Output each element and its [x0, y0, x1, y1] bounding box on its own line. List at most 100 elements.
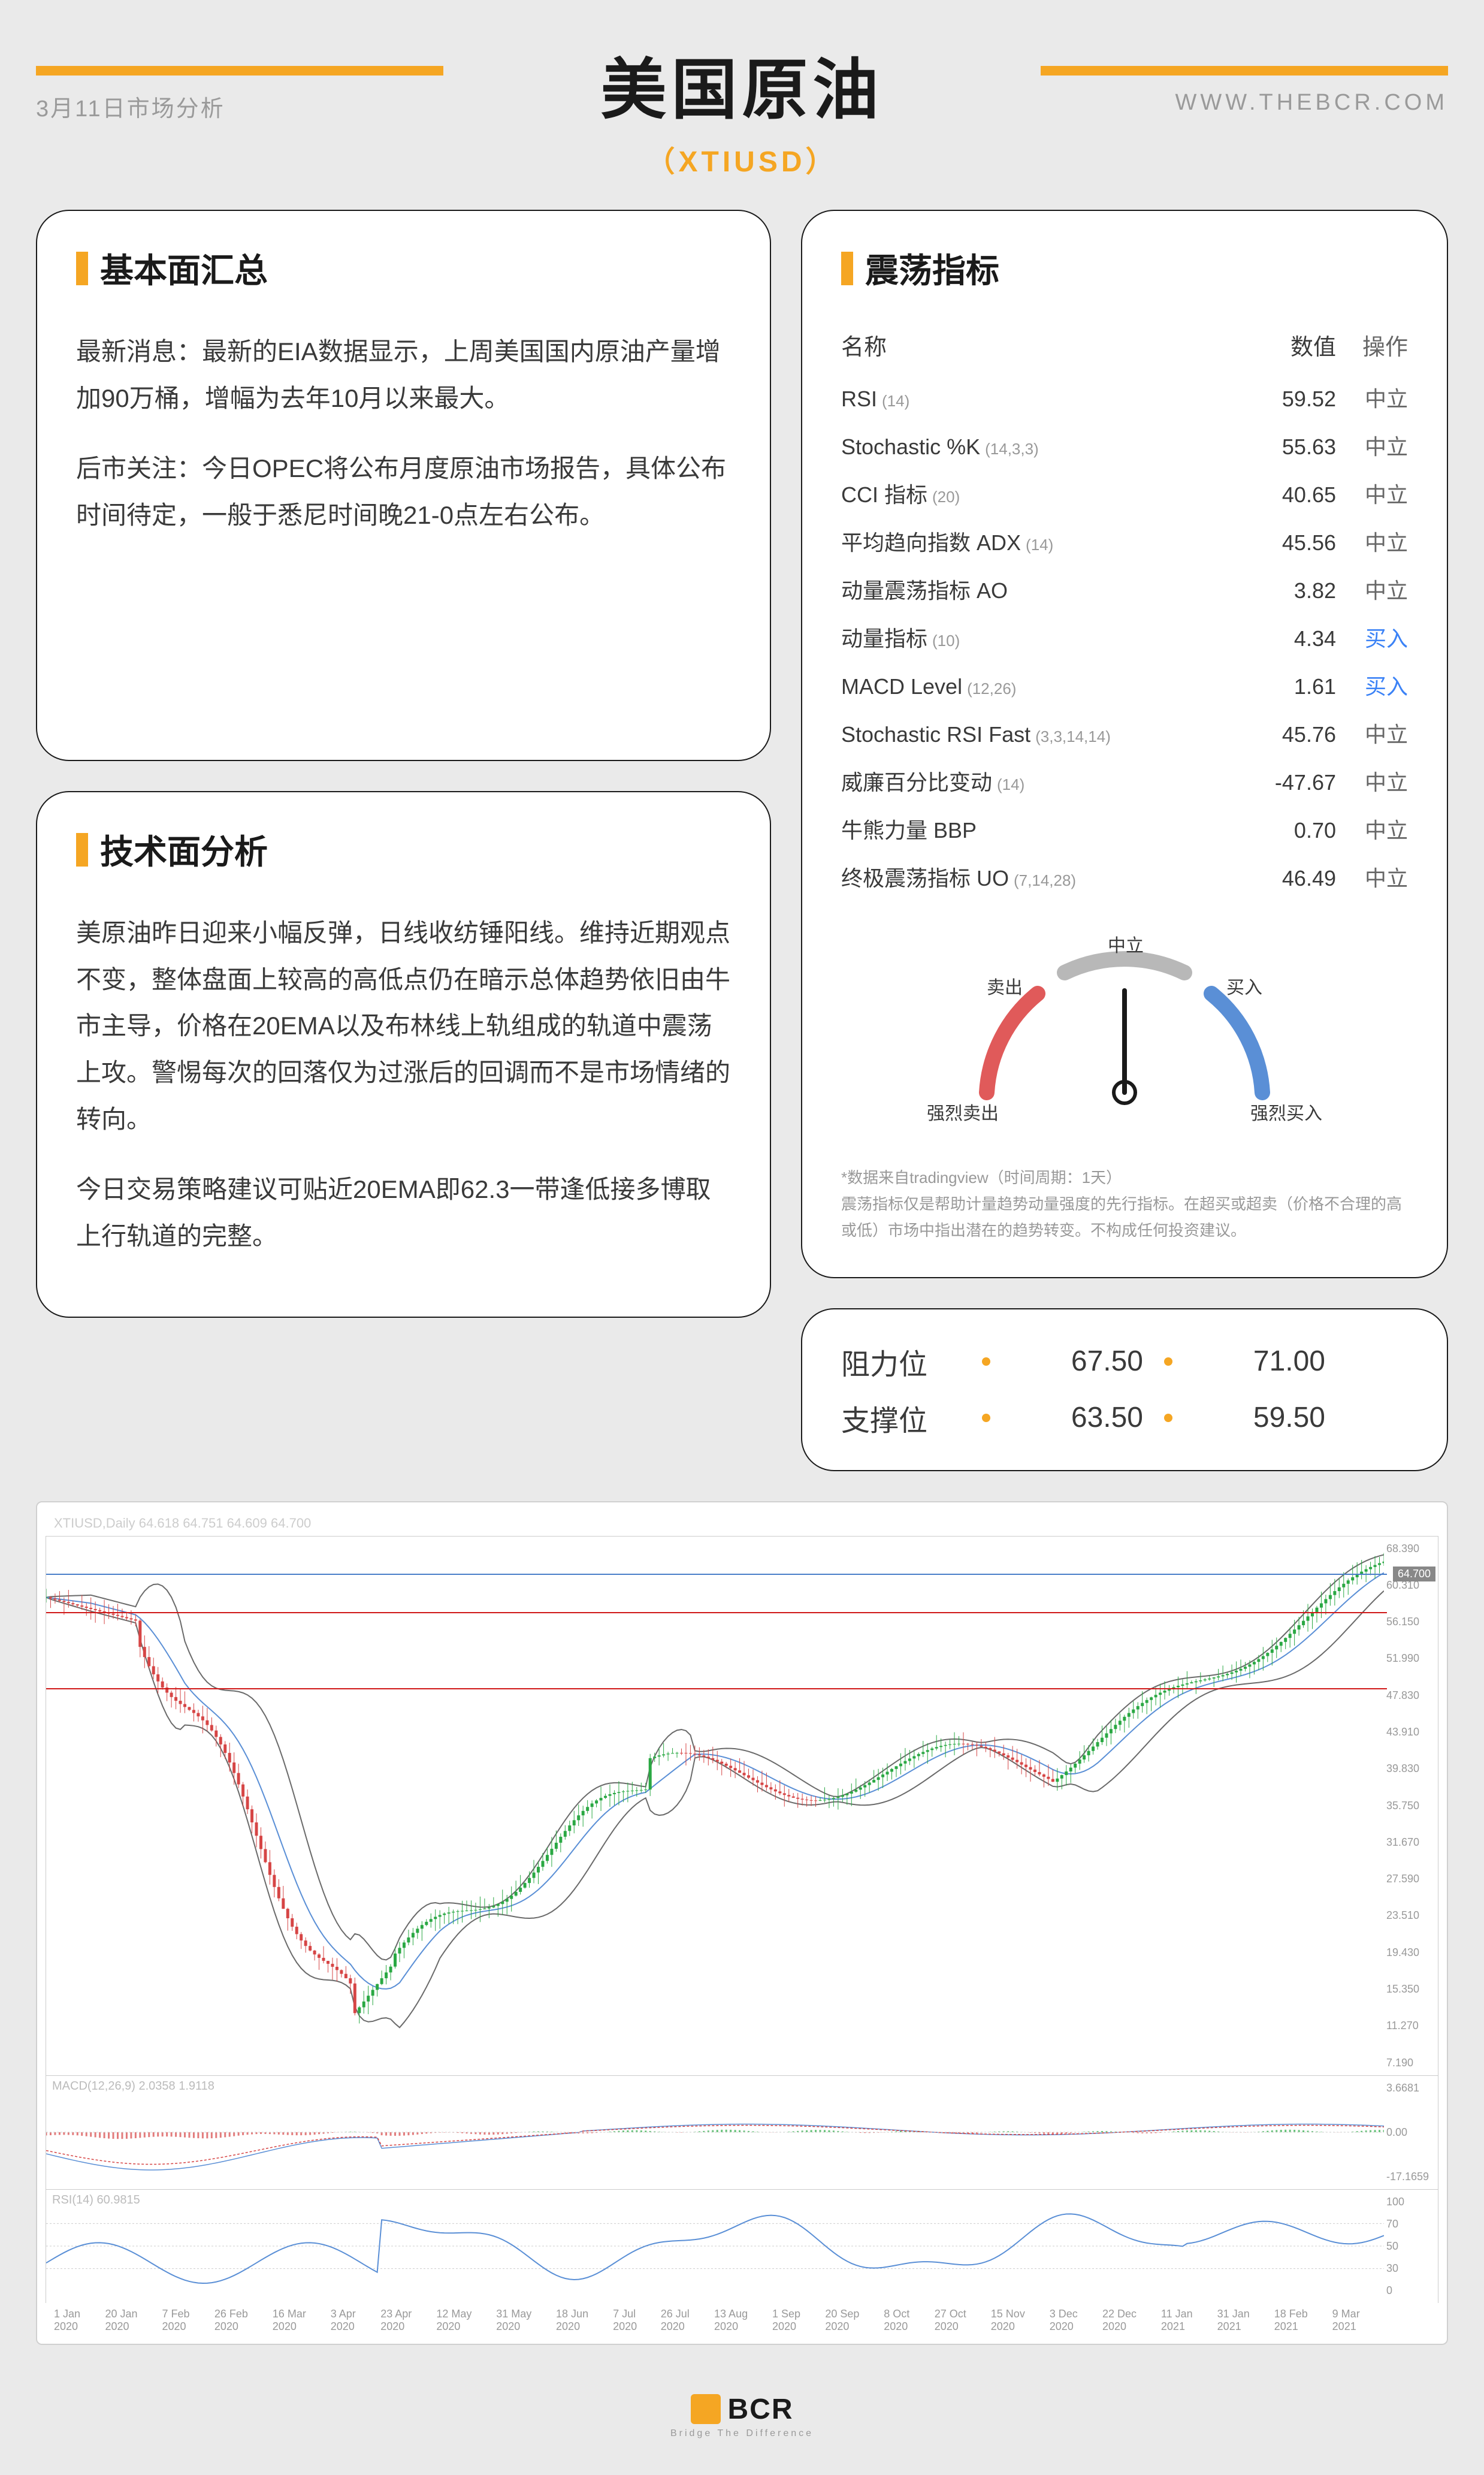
- y-tick: 100: [1386, 2196, 1434, 2208]
- main-chart: 68.39060.31056.15051.99047.83043.91039.8…: [46, 1536, 1438, 2075]
- x-tick: 12 May 2020: [436, 2308, 496, 2333]
- osc-value: 4.34: [1246, 626, 1336, 651]
- y-tick: 31.670: [1386, 1836, 1434, 1849]
- osc-value: -47.67: [1246, 770, 1336, 795]
- osc-name: 动量震荡指标 AO: [841, 574, 1246, 605]
- x-tick: 26 Jul 2020: [661, 2308, 714, 2333]
- oscillator-row: 动量震荡指标 AO 3.82 中立: [841, 565, 1408, 613]
- resistance-v2: 71.00: [1193, 1345, 1325, 1378]
- gauge-sell: 卖出: [987, 973, 1023, 999]
- y-tick: -17.1659: [1386, 2171, 1434, 2183]
- oscillators-note: *数据来自tradingview（时间周期：1天）震荡指标仅是帮助计量趋势动量强…: [841, 1164, 1408, 1244]
- x-tick: 9 Mar 2021: [1332, 2308, 1385, 2333]
- levels-card: 阻力位 67.50 71.00 支撑位 63.50 59.50: [801, 1308, 1448, 1471]
- y-tick: 50: [1386, 2240, 1434, 2253]
- oscillator-row: CCI 指标(20) 40.65 中立: [841, 469, 1408, 517]
- osc-value: 3.82: [1246, 578, 1336, 603]
- gauge-neutral: 中立: [1108, 931, 1144, 957]
- technical-title: 技术面分析: [100, 825, 268, 874]
- x-tick: 13 Aug 2020: [714, 2308, 772, 2333]
- chart-x-axis: 1 Jan 202020 Jan 20207 Feb 202026 Feb 20…: [46, 2303, 1438, 2335]
- page-footer: BCR Bridge The Difference: [36, 2375, 1448, 2440]
- x-tick: 23 Apr 2020: [380, 2308, 436, 2333]
- logo-mark-icon: [691, 2394, 721, 2424]
- ticker-symbol: （XTIUSD）: [36, 138, 1448, 180]
- y-tick: 15.350: [1386, 1983, 1434, 1996]
- y-tick: 56.150: [1386, 1616, 1434, 1628]
- oscillator-row: 动量指标(10) 4.34 买入: [841, 613, 1408, 661]
- x-tick: 16 Mar 2020: [273, 2308, 331, 2333]
- resistance-v1: 67.50: [1011, 1345, 1143, 1378]
- sentiment-gauge: 强烈卖出 卖出 中立 买入 强烈买入: [915, 937, 1334, 1146]
- fundamentals-card: 基本面汇总 最新消息：最新的EIA数据显示，上周美国国内原油产量增加90万桶，增…: [36, 210, 771, 761]
- header-accent-left: [36, 66, 443, 76]
- x-tick: 18 Jun 2020: [556, 2308, 613, 2333]
- y-tick: 51.990: [1386, 1652, 1434, 1665]
- osc-action: 中立: [1336, 430, 1408, 461]
- y-tick: 39.830: [1386, 1762, 1434, 1775]
- osc-action: 中立: [1336, 861, 1408, 892]
- x-tick: 7 Jul 2020: [613, 2308, 661, 2333]
- x-tick: 3 Apr 2020: [331, 2308, 381, 2333]
- osc-action: 中立: [1336, 478, 1408, 509]
- x-tick: 8 Oct 2020: [884, 2308, 934, 2333]
- support-v1: 63.50: [1011, 1401, 1143, 1434]
- y-tick: 30: [1386, 2262, 1434, 2275]
- x-tick: 15 Nov 2020: [991, 2308, 1050, 2333]
- x-tick: 22 Dec 2020: [1102, 2308, 1161, 2333]
- y-tick: 68.390: [1386, 1543, 1434, 1555]
- osc-name: 牛熊力量 BBP: [841, 813, 1246, 844]
- osc-value: 40.65: [1246, 482, 1336, 508]
- x-tick: 11 Jan 2021: [1161, 2308, 1217, 2333]
- header-date: 3月11日市场分析: [36, 90, 225, 123]
- fundamentals-title: 基本面汇总: [100, 244, 268, 292]
- osc-name: 威廉百分比变动(14): [841, 765, 1246, 796]
- osc-value: 45.56: [1246, 530, 1336, 556]
- y-tick: 35.750: [1386, 1800, 1434, 1812]
- chart-header: XTIUSD,Daily 64.618 64.751 64.609 64.700: [46, 1511, 1438, 1536]
- osc-value: 46.49: [1246, 866, 1336, 891]
- y-tick: 43.910: [1386, 1726, 1434, 1738]
- osc-action: 中立: [1336, 765, 1408, 796]
- osc-action: 中立: [1336, 574, 1408, 605]
- osc-name: Stochastic %K(14,3,3): [841, 434, 1246, 460]
- rsi-chart: RSI(14) 60.9815 1007050300: [46, 2189, 1438, 2303]
- osc-name: 终极震荡指标 UO(7,14,28): [841, 861, 1246, 892]
- osc-action: 中立: [1336, 813, 1408, 844]
- y-tick: 19.430: [1386, 1946, 1434, 1959]
- y-tick: 47.830: [1386, 1689, 1434, 1702]
- gauge-strong-buy: 强烈买入: [1250, 1098, 1322, 1125]
- x-tick: 27 Oct 2020: [935, 2308, 991, 2333]
- osc-name: 动量指标(10): [841, 621, 1246, 653]
- title-accent: [76, 252, 88, 285]
- osc-action: 买入: [1336, 621, 1408, 653]
- y-tick: 0: [1386, 2284, 1434, 2297]
- osc-action: 中立: [1336, 526, 1408, 557]
- x-tick: 31 May 2020: [496, 2308, 556, 2333]
- header-accent-right: [1041, 66, 1448, 76]
- macd-chart: MACD(12,26,9) 2.0358 1.9118 3.66810.00-1…: [46, 2075, 1438, 2189]
- y-tick: 0.00: [1386, 2126, 1434, 2139]
- technical-card: 技术面分析 美原油昨日迎来小幅反弹，日线收纺锤阳线。维持近期观点不变，整体盘面上…: [36, 791, 771, 1318]
- oscillator-row: RSI(14) 59.52 中立: [841, 373, 1408, 421]
- x-tick: 7 Feb 2020: [162, 2308, 214, 2333]
- y-tick: 27.590: [1386, 1873, 1434, 1885]
- osc-name: CCI 指标(20): [841, 478, 1246, 509]
- price-tag: 64.700: [1393, 1567, 1435, 1581]
- brand-tagline: Bridge The Difference: [36, 2428, 1448, 2439]
- page-header: 3月11日市场分析 WWW.THEBCR.COM 美国原油 （XTIUSD）: [36, 36, 1448, 180]
- technical-p1: 美原油昨日迎来小幅反弹，日线收纺锤阳线。维持近期观点不变，整体盘面上较高的高低点…: [76, 910, 731, 1142]
- osc-action: 中立: [1336, 717, 1408, 748]
- oscillators-table: 名称 数值 操作 RSI(14) 59.52 中立Stochastic %K(1…: [841, 328, 1408, 901]
- osc-th-value: 数值: [1246, 328, 1336, 361]
- oscillator-row: 牛熊力量 BBP 0.70 中立: [841, 805, 1408, 853]
- y-tick: 11.270: [1386, 2020, 1434, 2032]
- page-title: 美国原油: [36, 36, 1448, 132]
- dot-icon: [982, 1414, 990, 1422]
- brand-logo: BCR: [691, 2393, 794, 2426]
- title-accent: [76, 833, 88, 867]
- osc-action: 买入: [1336, 669, 1408, 701]
- x-tick: 3 Dec 2020: [1050, 2308, 1102, 2333]
- oscillators-card: 震荡指标 名称 数值 操作 RSI(14) 59.52 中立Stochastic…: [801, 210, 1448, 1278]
- title-accent: [841, 252, 853, 285]
